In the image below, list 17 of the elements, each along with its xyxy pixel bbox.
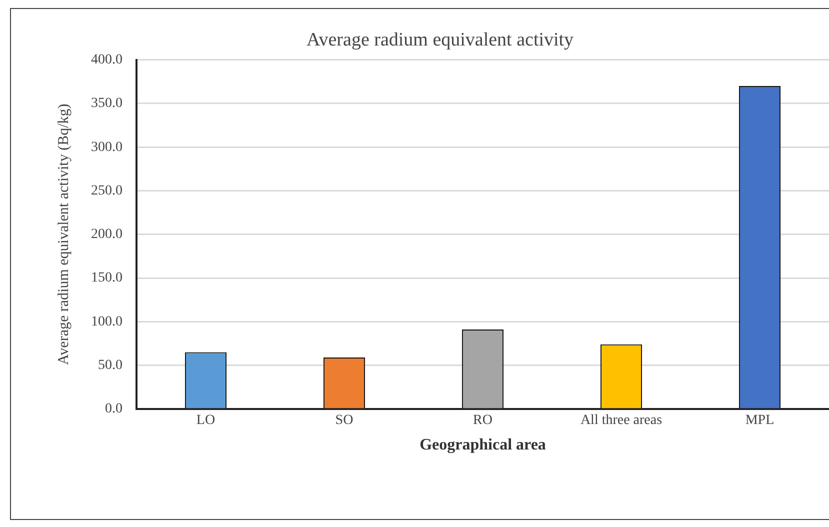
x-axis-title: Geographical area	[420, 436, 546, 454]
y-tick-label: 300.0	[91, 140, 122, 155]
x-tick-label: LO	[196, 413, 216, 428]
x-tick-label: All three areas	[580, 413, 662, 428]
x-tick-label: SO	[335, 413, 354, 428]
y-tick-label: 350.0	[91, 96, 122, 112]
y-tick-label: 0.0	[105, 402, 122, 417]
y-tick-label: 150.0	[91, 270, 122, 286]
y-tick-label: 250.0	[91, 183, 122, 198]
y-axis-title: Average radium equivalent activity (Bq/kg)	[56, 104, 72, 366]
x-tick-label: RO	[473, 413, 492, 428]
y-tick-label: 100.0	[91, 314, 122, 330]
x-tick-label: MPL	[745, 413, 774, 428]
y-tick-label: 400.0	[91, 52, 122, 68]
y-tick-label: 50.0	[98, 358, 122, 374]
y-tick-label: 200.0	[91, 227, 122, 242]
chart-title: Average radium equivalent activity	[306, 29, 574, 50]
